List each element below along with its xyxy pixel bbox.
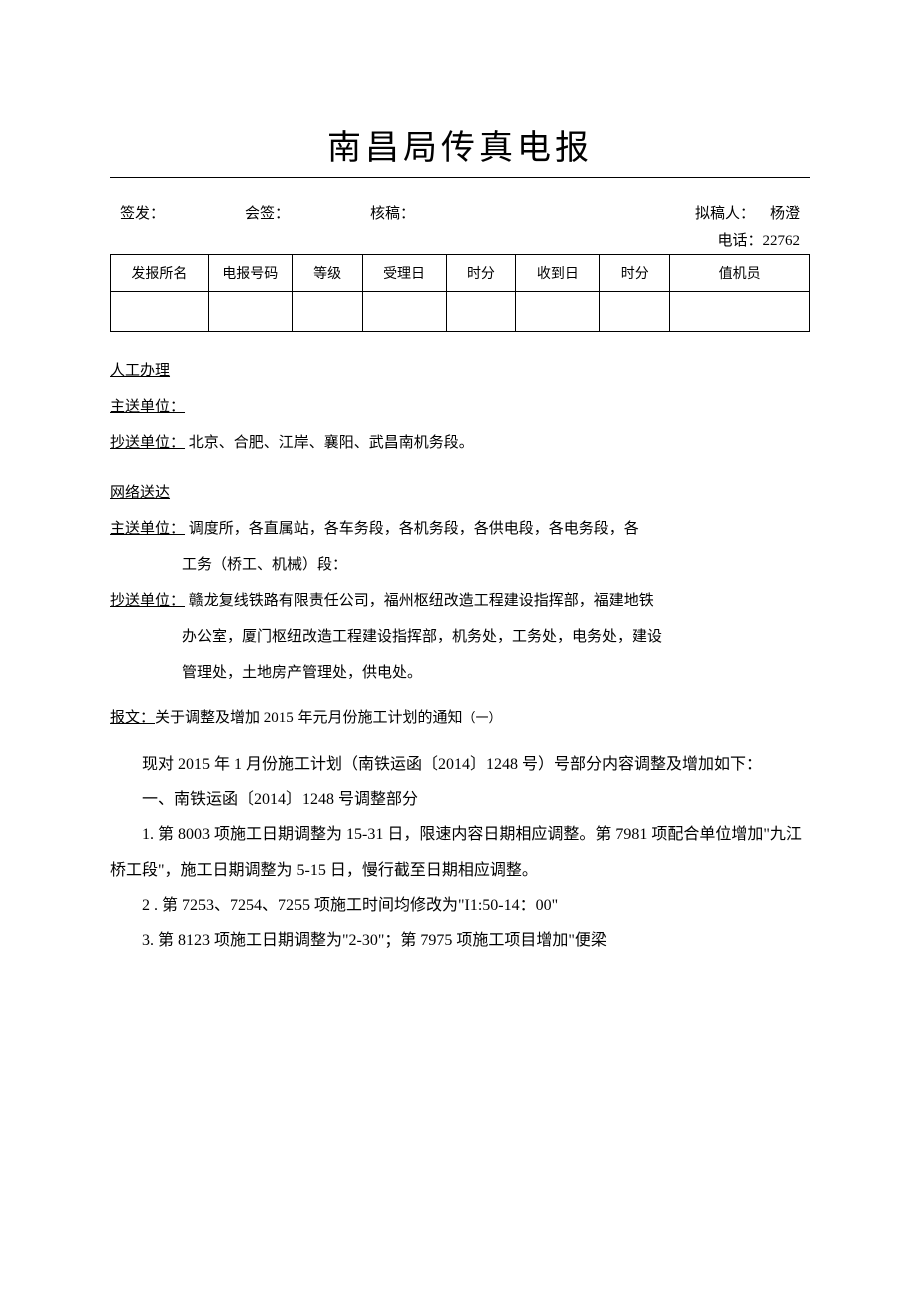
body-p4: 2 . 第 7253、7254、7255 项施工时间均修改为"I1:50-14：…: [110, 888, 810, 923]
network-main-value-l1: 调度所，各直属站，各车务段，各机务段，各供电段，各电务段，各: [189, 521, 639, 537]
subject-row: 报文：关于调整及增加 2015 年元月份施工计划的通知（一）: [110, 706, 810, 727]
network-heading-text: 网络送达: [110, 485, 170, 501]
manual-cc-value: 北京、合肥、江岸、襄阳、武昌南机务段。: [189, 435, 474, 451]
review-label: 核稿：: [370, 202, 415, 223]
manual-cc-row: 抄送单位： 北京、合肥、江岸、襄阳、武昌南机务段。: [110, 428, 810, 458]
manual-main-label: 主送单位：: [110, 399, 185, 415]
drafter: 拟稿人： 杨澄: [695, 202, 800, 223]
manual-heading: 人工办理: [110, 356, 810, 386]
cosign-label: 会签：: [245, 202, 290, 223]
network-main-row: 主送单位： 调度所，各直属站，各车务段，各机务段，各供电段，各电务段，各: [110, 514, 810, 544]
info-table: 发报所名 电报号码 等级 受理日 时分 收到日 时分 值机员: [110, 254, 810, 332]
signoff-label: 签发：: [120, 202, 165, 223]
th-3: 受理日: [362, 255, 446, 292]
th-0: 发报所名: [111, 255, 209, 292]
body-p5: 3. 第 8123 项施工日期调整为"2-30"；第 7975 项施工项目增加"…: [110, 923, 810, 958]
th-2: 等级: [292, 255, 362, 292]
th-5: 收到日: [516, 255, 600, 292]
network-cc-label: 抄送单位：: [110, 593, 185, 609]
phone-label: 电话：: [717, 233, 762, 249]
td-6: [600, 292, 670, 332]
network-heading: 网络送达: [110, 478, 810, 508]
phone-row: 电话：22762: [110, 229, 810, 250]
th-7: 值机员: [670, 255, 810, 292]
subject-text: 关于调整及增加 2015 年元月份施工计划的通知: [155, 710, 463, 726]
subject-suffix: （一）: [463, 710, 502, 725]
body-p3: 1. 第 8003 项施工日期调整为 15-31 日，限速内容日期相应调整。第 …: [110, 817, 810, 887]
td-2: [292, 292, 362, 332]
td-7: [670, 292, 810, 332]
network-main-label: 主送单位：: [110, 521, 185, 537]
td-3: [362, 292, 446, 332]
drafter-label: 拟稿人：: [695, 206, 755, 222]
body-text: 现对 2015 年 1 月份施工计划（南铁运函〔2014〕1248 号）号部分内…: [110, 747, 810, 958]
network-cc-row: 抄送单位： 赣龙复线铁路有限责任公司，福州枢纽改造工程建设指挥部，福建地铁: [110, 586, 810, 616]
table-row: [111, 292, 810, 332]
network-cc-l2: 办公室，厦门枢纽改造工程建设指挥部，机务处，工务处，电务处，建设: [110, 622, 810, 652]
manual-main-row: 主送单位：: [110, 392, 810, 422]
body-p2: 一、南铁运函〔2014〕1248 号调整部分: [110, 782, 810, 817]
phone-value: 22762: [763, 233, 801, 249]
body-p1: 现对 2015 年 1 月份施工计划（南铁运函〔2014〕1248 号）号部分内…: [110, 747, 810, 782]
meta-row: 签发： 会签： 核稿： 拟稿人： 杨澄: [110, 202, 810, 223]
th-1: 电报号码: [208, 255, 292, 292]
manual-heading-text: 人工办理: [110, 363, 170, 379]
network-cc-value-l1: 赣龙复线铁路有限责任公司，福州枢纽改造工程建设指挥部，福建地铁: [189, 593, 654, 609]
td-4: [446, 292, 516, 332]
document-title: 南昌局传真电报: [110, 120, 810, 178]
td-1: [208, 292, 292, 332]
network-main-l2: 工务（桥工、机械）段：: [110, 550, 810, 580]
drafter-name: 杨澄: [770, 206, 800, 222]
th-6: 时分: [600, 255, 670, 292]
td-5: [516, 292, 600, 332]
th-4: 时分: [446, 255, 516, 292]
network-cc-l3: 管理处，土地房产管理处，供电处。: [110, 658, 810, 688]
subject-label: 报文：: [110, 710, 155, 726]
manual-cc-label: 抄送单位：: [110, 435, 185, 451]
table-header-row: 发报所名 电报号码 等级 受理日 时分 收到日 时分 值机员: [111, 255, 810, 292]
td-0: [111, 292, 209, 332]
